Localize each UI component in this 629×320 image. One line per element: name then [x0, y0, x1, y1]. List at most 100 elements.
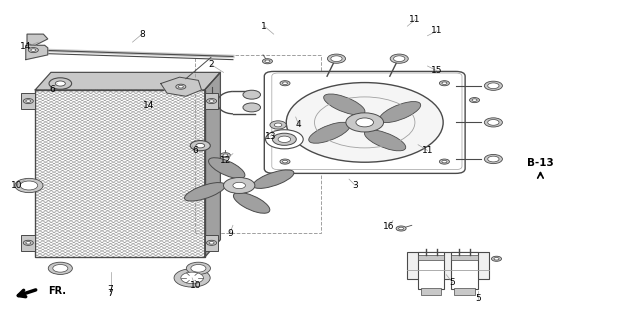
Circle shape — [262, 59, 272, 64]
Circle shape — [223, 178, 255, 194]
Bar — [21, 235, 35, 251]
Circle shape — [484, 155, 503, 164]
Text: FR.: FR. — [48, 286, 66, 296]
Circle shape — [178, 85, 183, 88]
Circle shape — [55, 81, 65, 86]
Ellipse shape — [184, 183, 225, 201]
FancyBboxPatch shape — [264, 71, 465, 173]
Ellipse shape — [324, 94, 365, 115]
Circle shape — [286, 83, 443, 162]
Circle shape — [243, 103, 260, 112]
Bar — [35, 90, 204, 257]
Circle shape — [233, 182, 245, 189]
Circle shape — [206, 240, 216, 245]
Circle shape — [175, 84, 186, 89]
Text: 5: 5 — [450, 278, 455, 287]
Circle shape — [491, 256, 501, 261]
Circle shape — [181, 272, 203, 284]
Text: 6: 6 — [192, 146, 198, 155]
Bar — [421, 288, 442, 295]
Circle shape — [49, 78, 72, 89]
Circle shape — [442, 160, 447, 163]
Circle shape — [280, 81, 290, 86]
Polygon shape — [26, 45, 48, 60]
Text: 16: 16 — [383, 222, 394, 231]
Circle shape — [265, 60, 270, 62]
Circle shape — [487, 156, 499, 162]
Text: 10: 10 — [189, 281, 201, 290]
Circle shape — [282, 82, 287, 84]
Circle shape — [278, 136, 291, 142]
Ellipse shape — [265, 130, 303, 149]
Circle shape — [484, 118, 503, 127]
Bar — [204, 93, 218, 109]
Ellipse shape — [253, 170, 294, 188]
Text: 11: 11 — [421, 146, 433, 155]
Circle shape — [484, 81, 503, 90]
Text: 1: 1 — [262, 22, 267, 31]
Circle shape — [220, 153, 230, 158]
Text: 5: 5 — [475, 294, 481, 303]
Ellipse shape — [309, 122, 350, 143]
Circle shape — [31, 49, 36, 51]
Circle shape — [487, 83, 499, 89]
Ellipse shape — [364, 130, 406, 151]
Circle shape — [472, 99, 477, 101]
Bar — [418, 255, 445, 260]
Circle shape — [390, 54, 408, 63]
Text: 11: 11 — [409, 15, 421, 24]
Circle shape — [196, 143, 204, 148]
Bar — [452, 252, 477, 289]
Circle shape — [469, 98, 479, 103]
Circle shape — [396, 226, 406, 231]
Text: B-13: B-13 — [527, 158, 554, 168]
Text: 14: 14 — [20, 42, 31, 52]
Bar — [204, 235, 218, 251]
Circle shape — [48, 262, 72, 275]
Circle shape — [440, 159, 450, 164]
Bar — [195, 55, 321, 233]
Text: 6: 6 — [49, 85, 55, 94]
Circle shape — [440, 81, 450, 86]
Circle shape — [270, 121, 286, 129]
Ellipse shape — [209, 158, 245, 179]
Circle shape — [206, 99, 216, 104]
Circle shape — [174, 269, 210, 287]
Circle shape — [186, 262, 211, 275]
Text: 8: 8 — [139, 30, 145, 39]
Text: 7: 7 — [108, 284, 113, 293]
Text: 12: 12 — [220, 156, 231, 164]
Circle shape — [346, 113, 384, 132]
Text: 2: 2 — [208, 60, 214, 69]
Text: 11: 11 — [431, 27, 443, 36]
Circle shape — [394, 56, 405, 61]
Circle shape — [442, 82, 447, 84]
Text: 13: 13 — [265, 132, 276, 140]
Circle shape — [280, 159, 290, 164]
Circle shape — [26, 100, 31, 102]
Circle shape — [26, 242, 31, 244]
Circle shape — [209, 100, 214, 102]
Bar — [455, 288, 474, 295]
Circle shape — [243, 90, 260, 99]
Circle shape — [53, 265, 68, 272]
Circle shape — [223, 154, 228, 156]
Text: 10: 10 — [11, 181, 22, 190]
Bar — [21, 93, 35, 109]
Polygon shape — [35, 72, 220, 90]
Bar — [452, 255, 477, 260]
Bar — [35, 90, 204, 257]
Ellipse shape — [272, 133, 296, 145]
Bar — [408, 252, 489, 279]
Text: 3: 3 — [352, 181, 358, 190]
Circle shape — [191, 265, 206, 272]
Circle shape — [282, 160, 287, 163]
Polygon shape — [161, 77, 201, 96]
Ellipse shape — [379, 101, 421, 123]
Circle shape — [487, 120, 499, 125]
Polygon shape — [27, 34, 48, 45]
Circle shape — [23, 240, 33, 245]
Circle shape — [494, 258, 499, 260]
Circle shape — [190, 140, 210, 151]
Circle shape — [15, 178, 43, 193]
